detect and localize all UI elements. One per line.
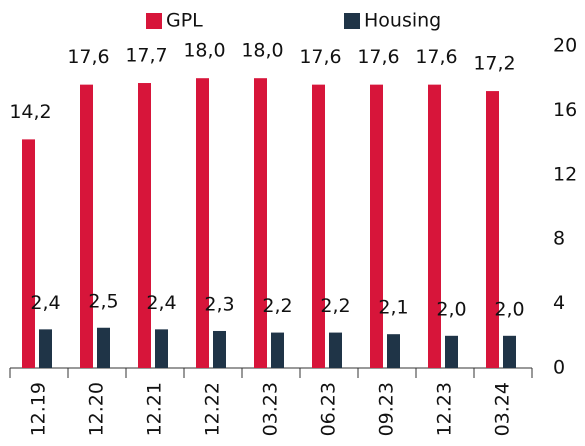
bar bbox=[370, 84, 383, 368]
legend-swatch bbox=[146, 13, 162, 29]
bar bbox=[329, 332, 342, 368]
value-label: 2,4 bbox=[30, 292, 60, 314]
value-label: 2,0 bbox=[436, 298, 466, 320]
value-label: 18,0 bbox=[241, 40, 283, 62]
x-tick-label: 12.20 bbox=[86, 382, 108, 436]
x-tick-label: 03.24 bbox=[492, 382, 514, 436]
bar bbox=[486, 91, 499, 368]
value-label: 2,0 bbox=[494, 298, 524, 320]
x-tick-label: 12.21 bbox=[144, 382, 166, 436]
x-tick-label: 06.23 bbox=[318, 382, 340, 436]
y-tick-label: 20 bbox=[553, 35, 577, 57]
y-tick-label: 0 bbox=[553, 357, 565, 379]
legend-swatch bbox=[344, 13, 360, 29]
value-label: 2,5 bbox=[88, 290, 118, 312]
x-tick-label: 12.22 bbox=[202, 382, 224, 436]
bar bbox=[503, 335, 516, 368]
bar bbox=[271, 332, 284, 368]
bar bbox=[312, 84, 325, 368]
value-label: 17,6 bbox=[67, 46, 109, 68]
y-tick-label: 4 bbox=[553, 292, 565, 314]
value-label: 18,0 bbox=[183, 40, 225, 62]
y-tick-label: 12 bbox=[553, 163, 577, 185]
bar bbox=[155, 329, 168, 368]
bar bbox=[196, 78, 209, 368]
value-label: 17,2 bbox=[473, 53, 515, 75]
x-tick-label: 12.19 bbox=[28, 382, 50, 436]
value-label: 17,6 bbox=[415, 46, 457, 68]
bar bbox=[254, 78, 267, 368]
x-tick-label: 09.23 bbox=[376, 382, 398, 436]
y-tick-label: 16 bbox=[553, 99, 577, 121]
value-label: 2,4 bbox=[146, 292, 176, 314]
bar bbox=[138, 83, 151, 368]
value-label: 17,6 bbox=[299, 46, 341, 68]
legend-label: Housing bbox=[364, 10, 441, 32]
x-tick-label: 12.23 bbox=[434, 382, 456, 436]
value-label: 2,2 bbox=[262, 295, 292, 317]
value-label: 2,2 bbox=[320, 295, 350, 317]
bar bbox=[387, 334, 400, 368]
bar bbox=[39, 329, 52, 368]
bar bbox=[97, 327, 110, 368]
value-label: 2,3 bbox=[204, 293, 234, 315]
bar bbox=[80, 84, 93, 368]
value-label: 17,6 bbox=[357, 46, 399, 68]
value-label: 17,7 bbox=[125, 45, 167, 67]
bar bbox=[428, 84, 441, 368]
bar bbox=[22, 139, 35, 368]
legend-label: GPL bbox=[166, 10, 203, 32]
value-label: 2,1 bbox=[378, 297, 408, 319]
y-tick-label: 8 bbox=[553, 228, 565, 250]
value-label: 14,2 bbox=[9, 101, 51, 123]
bar bbox=[445, 335, 458, 368]
bar bbox=[213, 330, 226, 368]
x-tick-label: 03.23 bbox=[260, 382, 282, 436]
